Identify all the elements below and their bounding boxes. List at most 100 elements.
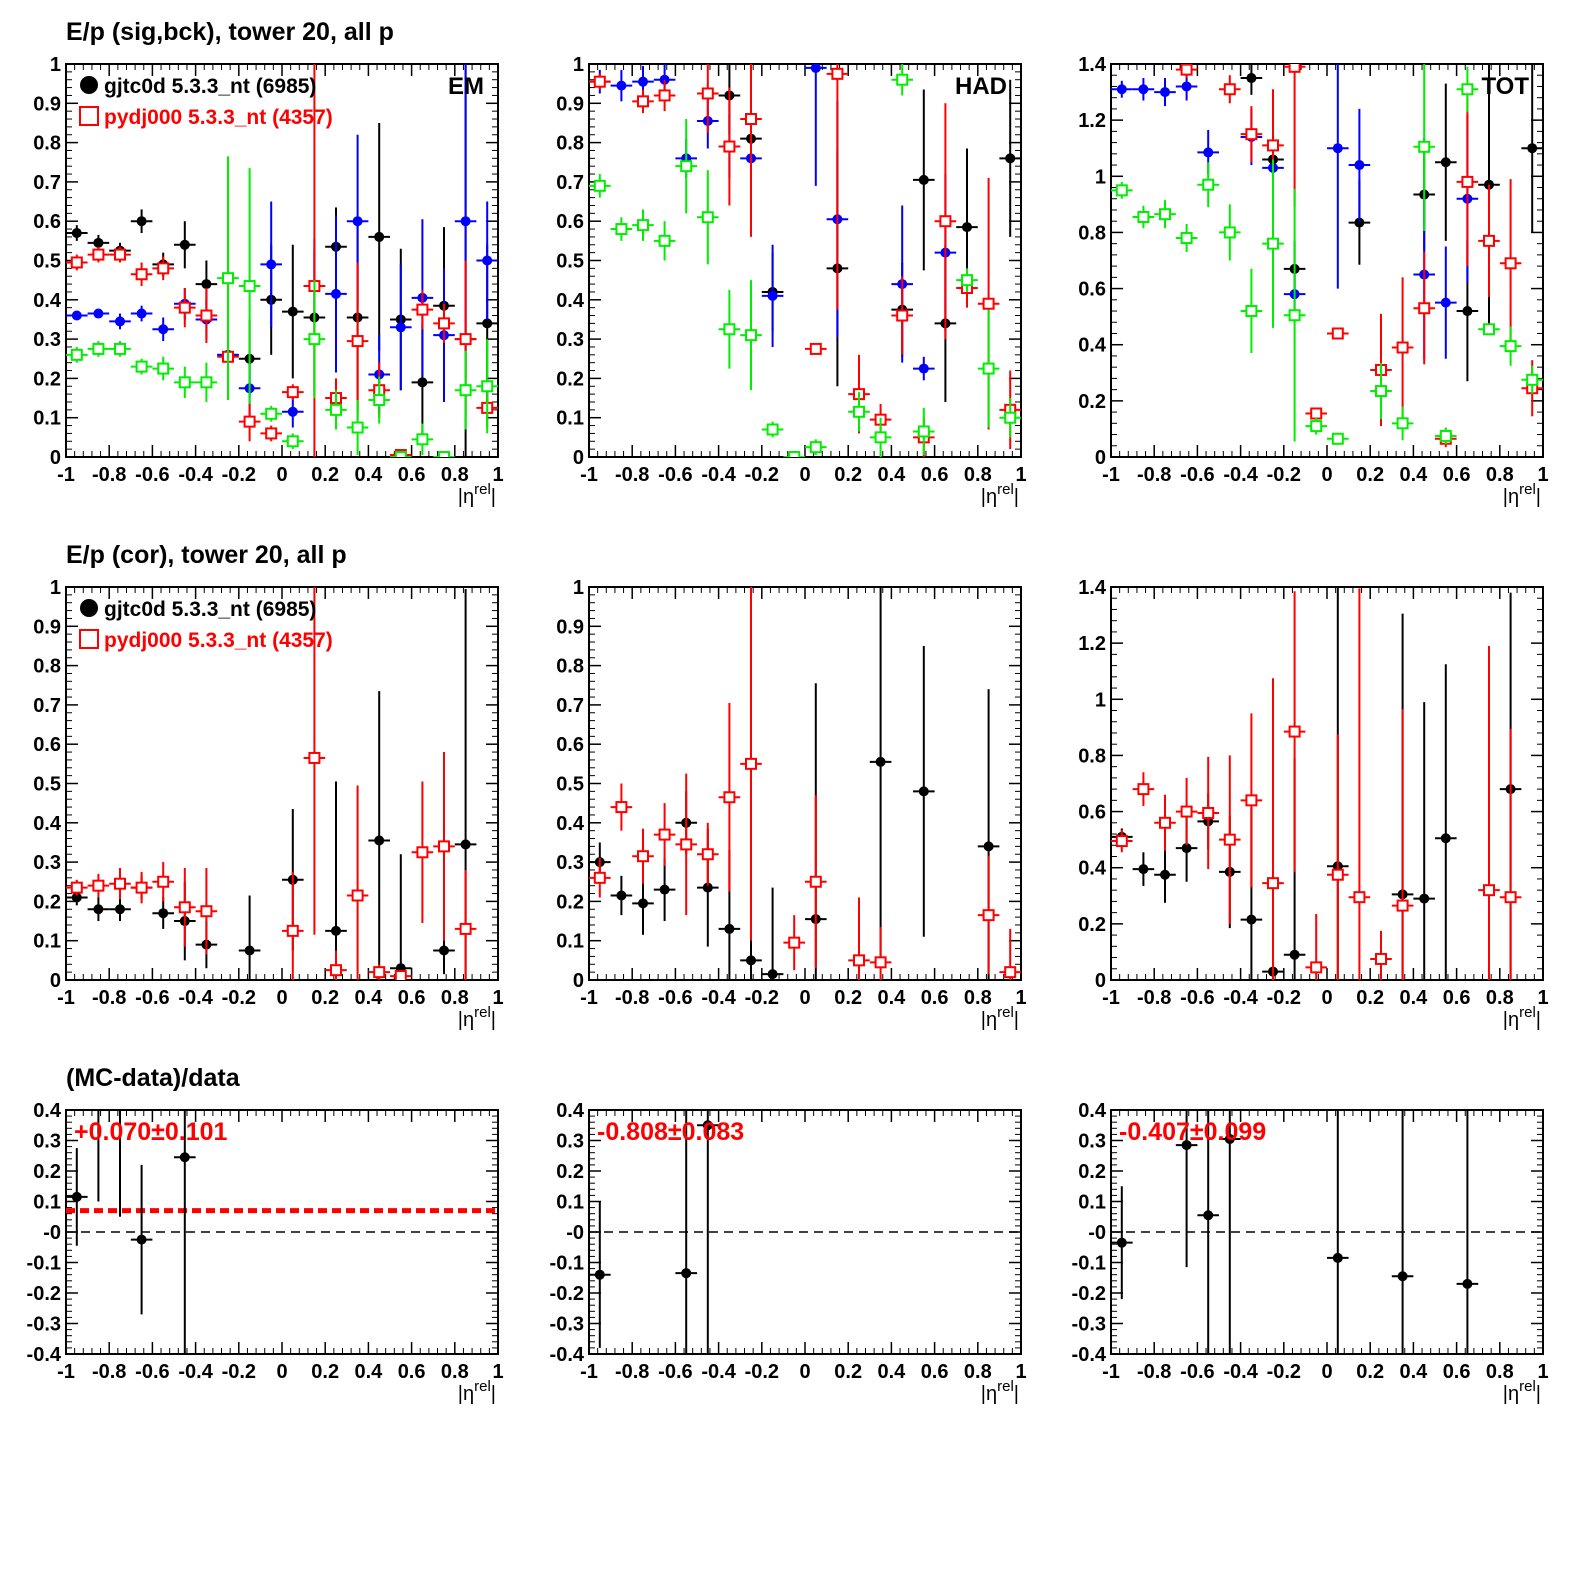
data-point: [659, 884, 670, 895]
data-point: [1397, 1271, 1408, 1282]
x-tick-label: 0.6: [398, 464, 426, 486]
data-point: [92, 342, 105, 355]
y-tick-label: 0.4: [556, 813, 585, 835]
data-point: [896, 73, 909, 86]
panel-label: TOT: [1481, 73, 1529, 100]
data-point: [1245, 128, 1258, 141]
y-tick-label: 0.1: [556, 931, 584, 953]
x-tick-label: 0.8: [1486, 1361, 1514, 1383]
x-tick-label: 0: [1321, 464, 1332, 486]
data-point: [178, 376, 191, 389]
x-tick-label: -0.6: [135, 1361, 169, 1383]
data-point: [1138, 864, 1149, 875]
data-point: [178, 901, 191, 914]
data-point: [983, 841, 994, 852]
x-tick-label: -1: [57, 464, 75, 486]
x-tick-label: -0.6: [658, 987, 692, 1009]
data-point: [416, 303, 429, 316]
data-point: [1288, 64, 1301, 73]
data-point: [702, 882, 713, 893]
y-tick-label: 0.6: [556, 734, 584, 756]
data-point: [1267, 139, 1279, 152]
y-tick-label: 0.6: [33, 734, 61, 756]
data-point: [482, 318, 493, 329]
y-tick-label: 0.3: [33, 329, 61, 351]
data-point: [1245, 305, 1258, 318]
legend-label: pydj000 5.3.3_nt (4357): [104, 629, 333, 652]
data-point: [1419, 893, 1430, 904]
data-point: [1160, 87, 1170, 98]
data-layer: [1111, 1110, 1479, 1354]
data-point: [1203, 147, 1214, 158]
data-point: [594, 1269, 605, 1280]
data-point: [157, 262, 170, 275]
data-point: [1181, 81, 1192, 92]
data-point: [637, 219, 649, 232]
data-point: [1418, 302, 1431, 315]
legend-marker: [79, 629, 99, 649]
x-tick-label: -0.6: [135, 987, 169, 1009]
x-tick-label: 0.2: [1356, 987, 1384, 1009]
data-point: [114, 342, 126, 355]
x-tick-label: 0.6: [921, 987, 949, 1009]
x-tick-label: -0.2: [745, 1361, 779, 1383]
data-point: [71, 892, 82, 903]
x-tick-label: -0.4: [701, 987, 736, 1009]
data-layer: [589, 1110, 719, 1354]
data-point: [71, 1191, 82, 1202]
x-tick-label: 0.4: [877, 987, 906, 1009]
x-tick-label: -1: [580, 1361, 598, 1383]
data-point: [1116, 84, 1127, 95]
y-tick-label: 0.4: [1078, 335, 1107, 357]
data-point: [373, 394, 386, 407]
data-point: [158, 324, 169, 335]
panel-r3c3: -1 -0.8 -0.6 -0.4 -0.2 0 0.2 0.4 0.6 0.8 1 -0.4 -0.3…: [1072, 1100, 1549, 1405]
data-point: [615, 801, 628, 814]
data-point: [1354, 160, 1365, 171]
x-tick-label: 0.2: [834, 1361, 862, 1383]
data-layer: [1111, 587, 1522, 980]
x-tick-label: 0: [1321, 987, 1332, 1009]
x-tick-label: 0.6: [1443, 1361, 1471, 1383]
panel-r2c2: -1 -0.8 -0.6 -0.4 -0.2 0 0.2 0.4 0.6 0.8 1 0 0.1 0.2 0…: [556, 577, 1026, 1031]
x-tick-label: 1: [1537, 1361, 1548, 1383]
y-tick-label: 1: [50, 54, 61, 76]
data-point: [286, 386, 299, 399]
data-point: [962, 222, 972, 233]
x-tick-label: -0.2: [222, 464, 256, 486]
x-tick-label: -0.2: [1267, 464, 1301, 486]
data-point: [1526, 373, 1539, 386]
data-point: [71, 227, 82, 238]
data-point: [701, 848, 714, 861]
x-tick-label: 0: [276, 987, 287, 1009]
y-tick-label: 0.8: [1078, 745, 1106, 767]
data-point: [481, 380, 494, 393]
data-point: [658, 828, 671, 841]
data-point: [1223, 833, 1236, 846]
data-point: [1116, 1237, 1127, 1248]
data-point: [438, 840, 450, 853]
data-point: [330, 964, 342, 977]
y-tick-label: 0.1: [33, 931, 61, 953]
x-tick-label: 0: [799, 987, 810, 1009]
data-point: [179, 239, 190, 250]
data-point: [1331, 432, 1344, 445]
legend-label: gjtc0d 5.3.3_nt (6985): [104, 598, 316, 621]
data-point: [351, 335, 364, 348]
y-tick-label: 1: [50, 577, 61, 599]
x-tick-label: 1: [1537, 987, 1548, 1009]
row3-title: (MC-data)/data: [66, 1064, 240, 1092]
y-tick-label: 0.4: [33, 1100, 62, 1122]
x-tick-label: 0.2: [834, 464, 862, 486]
data-point: [1288, 309, 1301, 322]
x-tick-label: 0.8: [964, 1361, 992, 1383]
y-tick-label: 0.4: [1078, 1100, 1107, 1122]
data-point: [1439, 429, 1452, 442]
x-tick-label: -0.6: [1180, 1361, 1214, 1383]
data-point: [1504, 891, 1517, 904]
data-point: [93, 904, 104, 915]
y-tick-label: 0.2: [33, 368, 61, 390]
y-tick-label: -0.1: [27, 1253, 61, 1275]
data-point: [1246, 914, 1257, 925]
y-tick-label: 1.4: [1078, 54, 1107, 76]
